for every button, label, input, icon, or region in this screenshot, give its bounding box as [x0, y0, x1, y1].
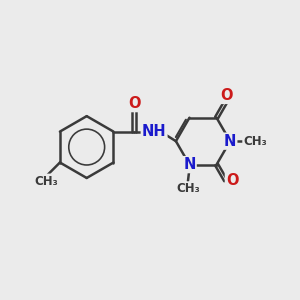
Text: NH: NH — [142, 124, 167, 139]
Text: O: O — [220, 88, 233, 103]
Text: N: N — [224, 134, 236, 149]
Text: O: O — [128, 96, 140, 111]
Text: CH₃: CH₃ — [34, 175, 58, 188]
Text: O: O — [226, 173, 239, 188]
Text: N: N — [183, 157, 196, 172]
Text: CH₃: CH₃ — [176, 182, 200, 195]
Text: CH₃: CH₃ — [243, 135, 267, 148]
